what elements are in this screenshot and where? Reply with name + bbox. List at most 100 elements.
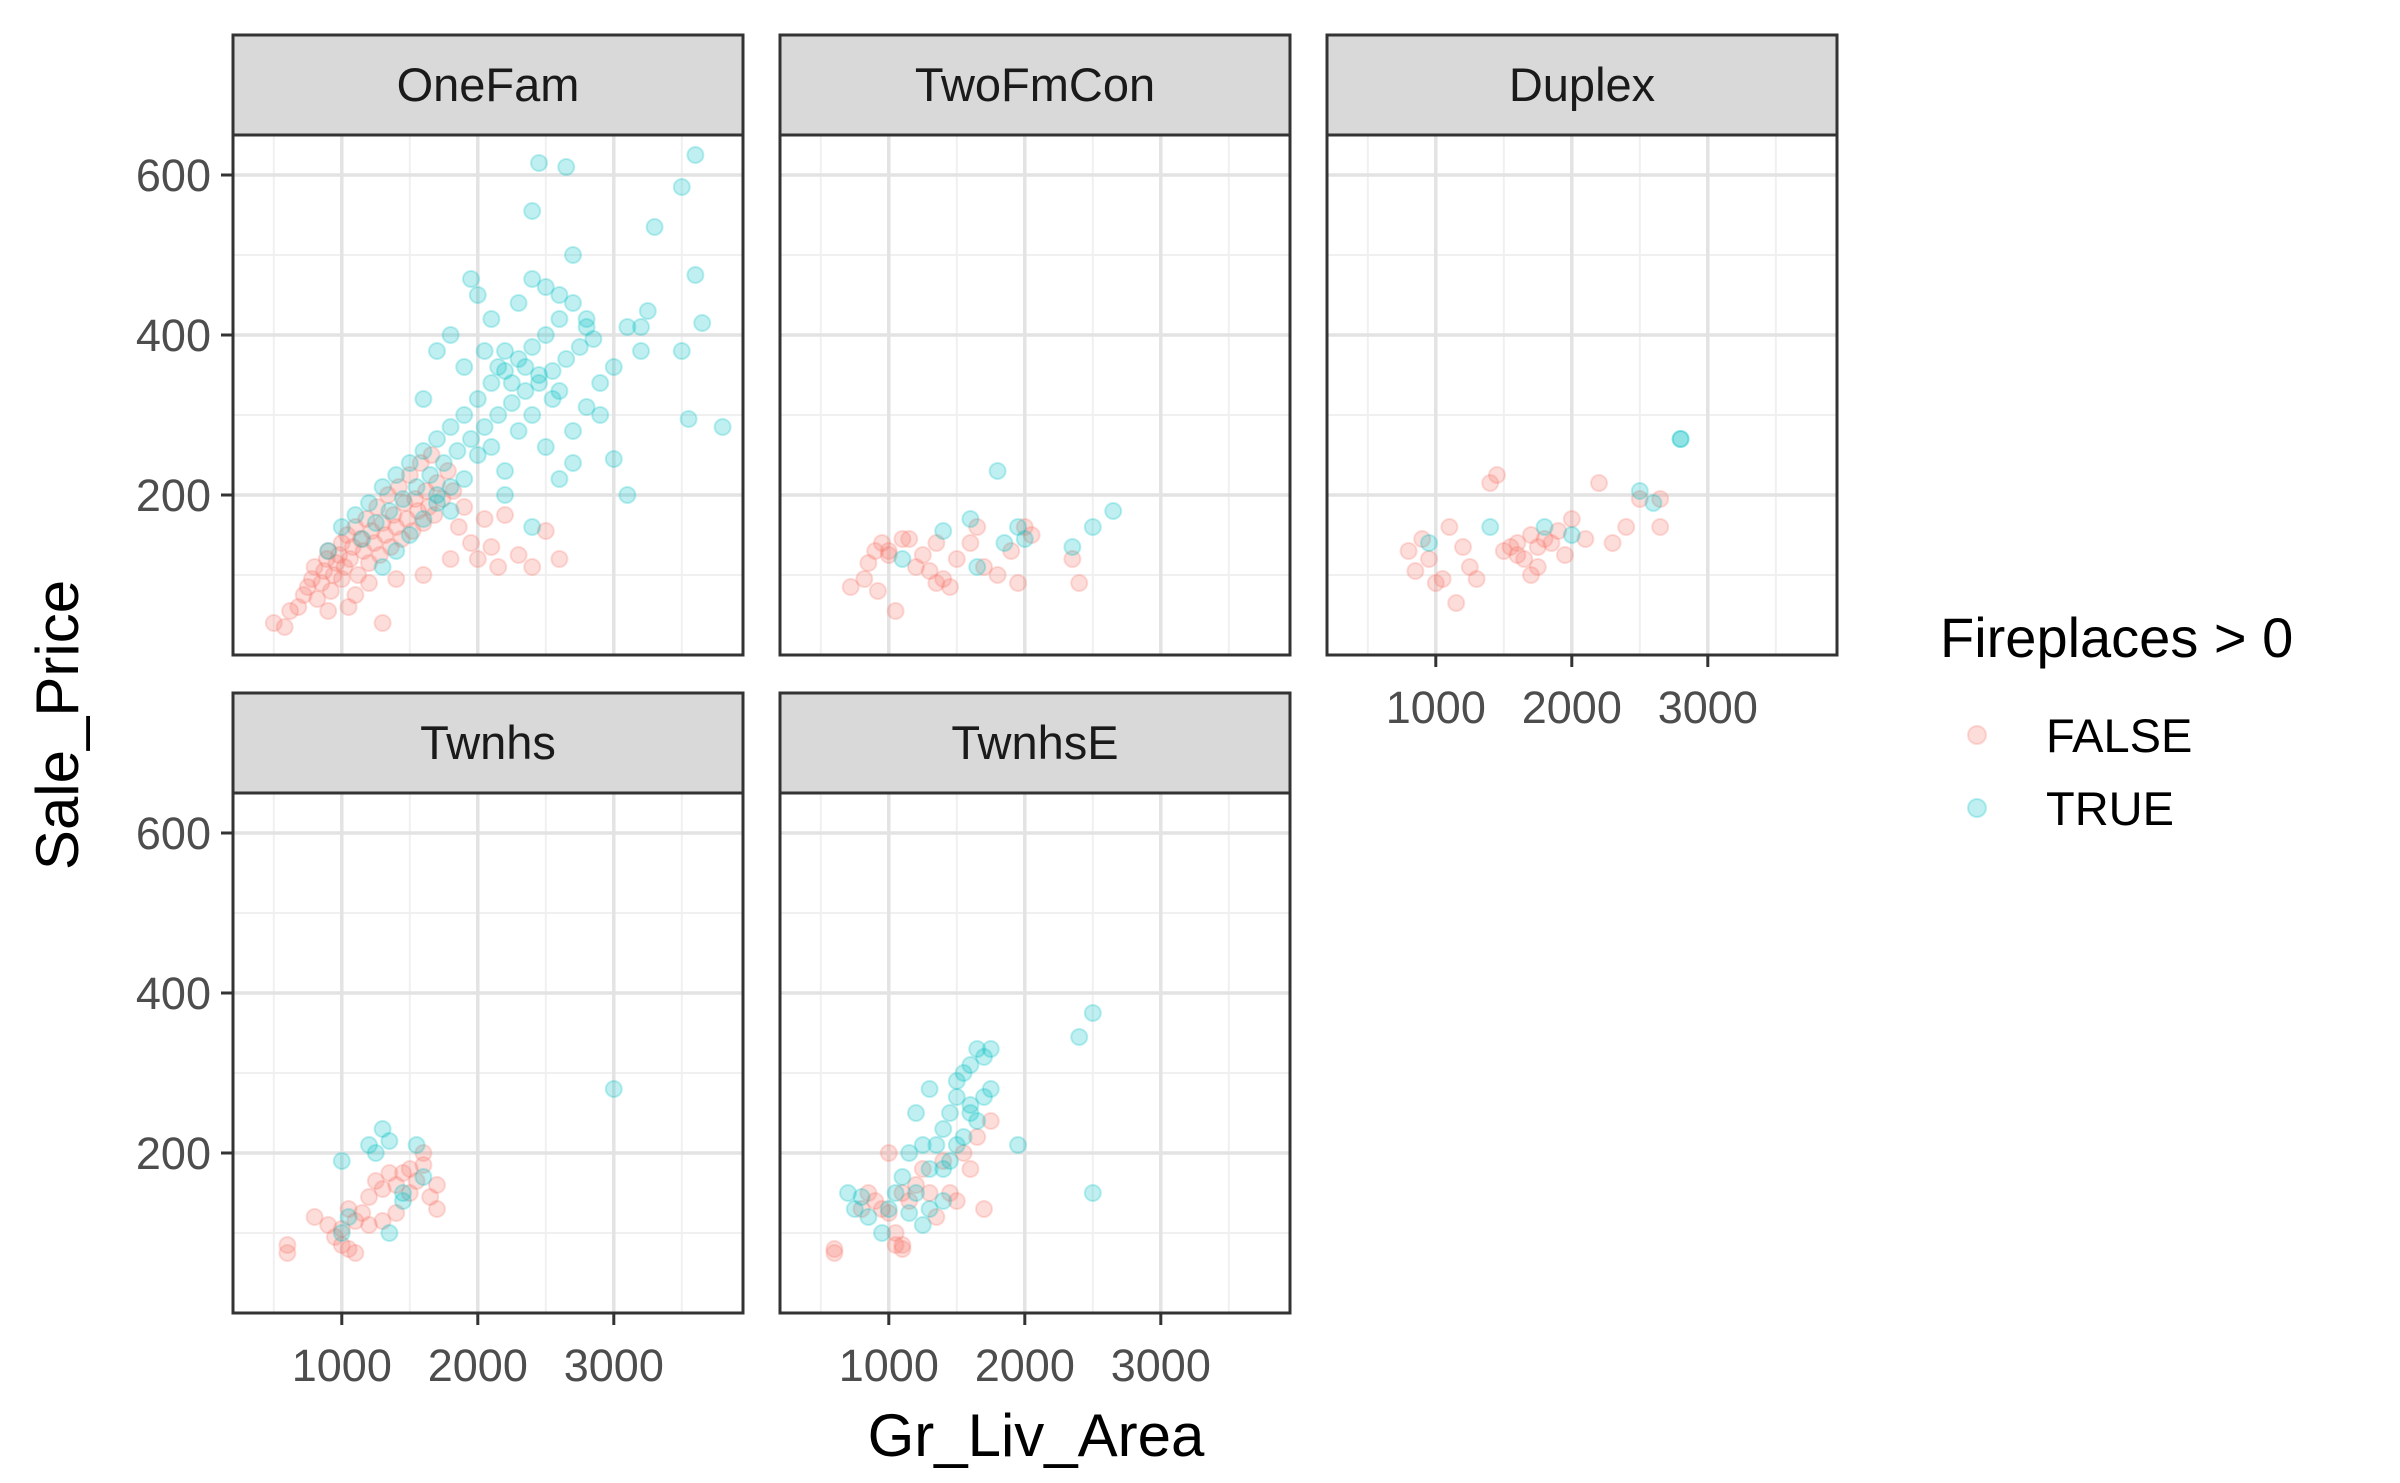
data-point-false (1535, 530, 1554, 548)
data-point-false (852, 1200, 871, 1218)
data-point-true (407, 478, 426, 496)
data-point-false (1528, 558, 1547, 576)
data-point-false (312, 574, 331, 592)
data-point-false (376, 526, 395, 544)
data-point-false (441, 550, 460, 568)
data-point-true (530, 374, 548, 392)
data-point-false (281, 602, 300, 620)
data-point-false (319, 542, 338, 560)
data-point-true (968, 1040, 987, 1058)
legend-key-true (1967, 798, 1987, 818)
data-point-false (308, 590, 327, 608)
data-point-true (414, 442, 433, 460)
data-point-false (920, 562, 939, 580)
legend-title: Fireplaces > 0 (1940, 606, 2293, 669)
data-point-false (1460, 558, 1479, 576)
data-point-false (825, 1240, 844, 1258)
data-point-true (543, 390, 562, 408)
data-point-false (324, 566, 343, 584)
data-point-false (927, 534, 946, 552)
y-tick-label: 600 (136, 808, 211, 859)
data-point-false (278, 1244, 297, 1262)
y-tick-label: 400 (136, 968, 211, 1019)
facet-strip-label: TwoFmCon (915, 58, 1155, 111)
data-point-true (509, 422, 528, 440)
data-point-true (516, 382, 535, 400)
data-point-false (1576, 530, 1595, 548)
data-point-false (305, 558, 324, 576)
data-point-false (496, 506, 514, 524)
data-point-false (381, 538, 400, 556)
data-point-false (346, 1244, 365, 1262)
data-point-true (516, 358, 535, 376)
data-point-false (947, 550, 966, 568)
data-point-true (845, 1200, 864, 1218)
data-point-false (482, 538, 501, 556)
data-point-true (947, 1088, 966, 1106)
data-point-false (879, 546, 898, 564)
data-point-false (859, 554, 878, 572)
data-point-false (523, 558, 542, 576)
data-point-false (1399, 542, 1418, 560)
data-point-true (441, 326, 460, 344)
data-point-true (713, 418, 732, 436)
data-point-true (380, 502, 399, 520)
data-point-false (900, 1192, 919, 1210)
data-point-false (294, 586, 313, 604)
data-point-false (1467, 570, 1486, 588)
data-point-true (536, 278, 555, 296)
data-point-false (913, 546, 932, 564)
x-tick-label: 2000 (1522, 682, 1622, 733)
data-point-false (1022, 526, 1041, 544)
data-point-false (360, 1216, 378, 1234)
data-point-true (373, 558, 392, 576)
panel-border (778, 133, 1292, 657)
data-point-true (981, 1040, 1000, 1058)
data-point-true (482, 374, 501, 392)
data-point-true (995, 534, 1014, 552)
data-point-true (1070, 1028, 1089, 1046)
data-point-true (686, 146, 705, 164)
data-point-false (302, 570, 321, 588)
data-point-true (523, 202, 542, 220)
data-point-false (961, 1160, 980, 1178)
data-point-false (1070, 574, 1089, 592)
x-tick-label: 2000 (975, 1340, 1075, 1391)
data-point-true (536, 326, 555, 344)
panel-border (231, 133, 745, 657)
data-point-false (357, 510, 376, 528)
data-point-true (441, 502, 460, 520)
data-point-false (330, 546, 349, 564)
data-point-false (1522, 566, 1540, 584)
data-point-false (859, 1184, 878, 1202)
data-point-true (496, 342, 514, 360)
data-point-true (434, 454, 453, 472)
x-axis-title: Gr_Liv_Area (868, 1402, 1205, 1469)
data-point-false (343, 538, 362, 556)
data-point-false (444, 482, 463, 500)
data-point-false (1617, 518, 1636, 536)
data-point-true (961, 1056, 980, 1074)
data-point-false (414, 566, 433, 584)
data-point-false (389, 478, 408, 496)
data-point-true (584, 330, 603, 348)
data-point-false (395, 494, 414, 512)
data-point-false (1508, 546, 1527, 564)
data-point-true (1671, 430, 1690, 448)
data-point-true (536, 438, 555, 456)
data-point-true (475, 418, 494, 436)
data-point-false (373, 514, 392, 532)
data-point-true (509, 350, 528, 368)
data-point-false (886, 1224, 905, 1242)
data-point-false (934, 570, 953, 588)
data-point-false (1651, 518, 1670, 536)
data-point-false (419, 498, 438, 516)
data-point-false (866, 542, 885, 560)
data-point-true (407, 1136, 426, 1154)
data-point-false (414, 514, 433, 532)
data-point-true (988, 462, 1007, 480)
data-point-false (360, 554, 378, 572)
data-point-true (550, 470, 569, 488)
data-point-true (947, 1136, 966, 1154)
